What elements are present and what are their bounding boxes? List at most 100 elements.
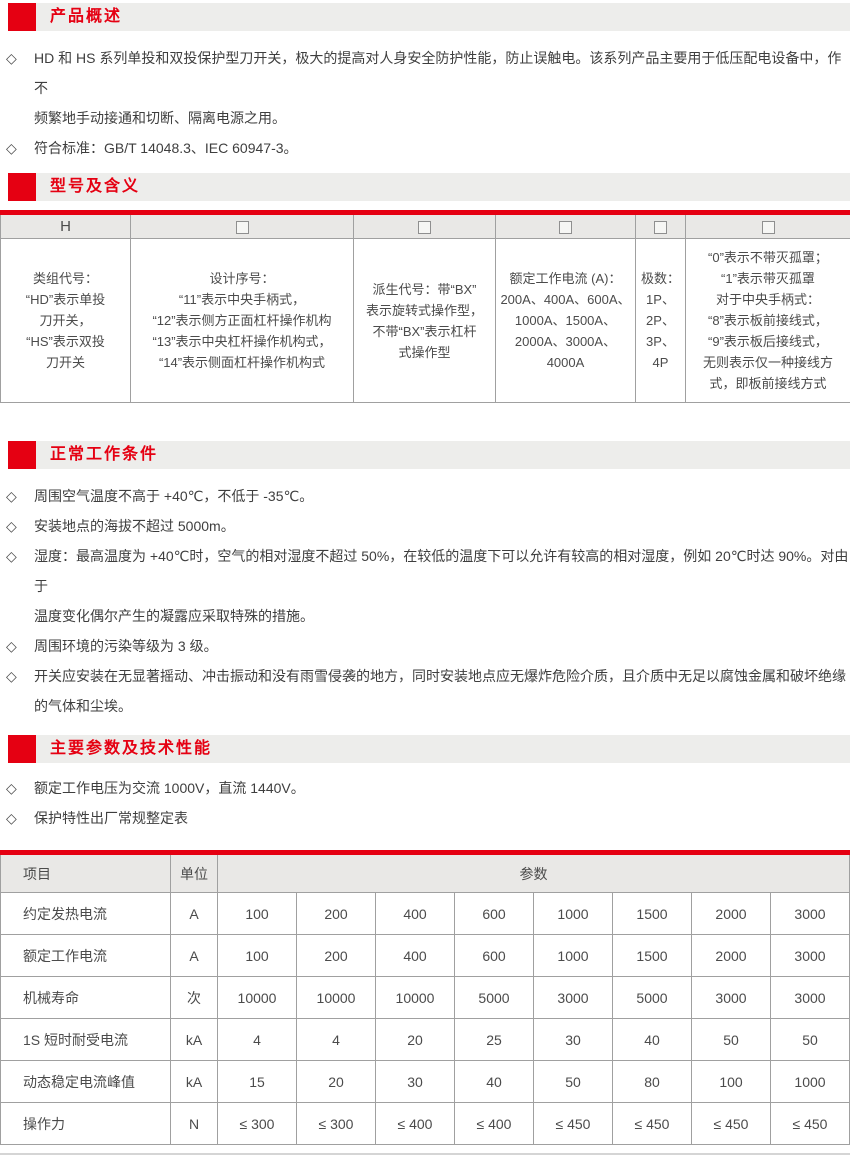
param-value-cell: 50 — [771, 1019, 850, 1061]
diamond-bullet-icon: ◇ — [6, 803, 17, 833]
model-table-cell: “0”表示不带灭孤罩； “1”表示带灭孤罩 对于中央手柄式： “8”表示板前接线… — [686, 239, 850, 403]
diamond-bullet-icon: ◇ — [6, 773, 17, 803]
param-value-cell: ≤ 450 — [534, 1103, 613, 1145]
conditions-bullet-list: ◇ 周围空气温度不高于 +40℃，不低于 -35℃。 ◇ 安装地点的海拔不超过 50… — [0, 481, 850, 721]
param-value-cell: 1000 — [771, 1061, 850, 1103]
param-value-cell: 1000 — [534, 935, 613, 977]
placeholder-box-icon — [762, 221, 775, 234]
model-table-cell: 额定工作电流 (A)： 200A、400A、600A、 1000A、1500A、… — [496, 239, 636, 403]
param-value-cell: ≤ 450 — [613, 1103, 692, 1145]
red-square-icon — [8, 3, 36, 31]
diamond-bullet-icon: ◇ — [6, 511, 17, 541]
param-unit-cell: 次 — [171, 977, 218, 1019]
param-value-cell: 30 — [534, 1019, 613, 1061]
param-value-cell: ≤ 300 — [218, 1103, 297, 1145]
param-item-cell: 1S 短时耐受电流 — [1, 1019, 171, 1061]
red-square-icon — [8, 735, 36, 763]
param-value-cell: 4 — [297, 1019, 376, 1061]
section-header-model: 型号及含义 — [8, 173, 850, 201]
param-unit-cell: N — [171, 1103, 218, 1145]
model-header-cell — [686, 213, 850, 239]
params-header-params: 参数 — [218, 853, 850, 893]
model-table-cell: 类组代号： “HD”表示单投 刀开关， “HS”表示双投 刀开关 — [1, 239, 131, 403]
param-value-cell: 600 — [455, 935, 534, 977]
model-table-cell: 极数： 1P、 2P、 3P、 4P — [636, 239, 686, 403]
param-unit-cell: kA — [171, 1061, 218, 1103]
param-value-cell: 5000 — [613, 977, 692, 1019]
param-value-cell: 600 — [455, 893, 534, 935]
table-row: 操作力 N ≤ 300 ≤ 300 ≤ 400 ≤ 400 ≤ 450 ≤ 45… — [1, 1103, 850, 1145]
condition-bullet: ◇ 开关应安装在无显著摇动、冲击振动和没有雨雪侵袭的地方，同时安装地点应无爆炸危险… — [0, 661, 850, 721]
param-value-cell: 1500 — [613, 893, 692, 935]
placeholder-box-icon — [418, 221, 431, 234]
param-value-cell: 2000 — [692, 893, 771, 935]
param-value-cell: 400 — [376, 893, 455, 935]
param-value-cell: 100 — [218, 935, 297, 977]
param-value-cell: 100 — [218, 893, 297, 935]
param-value-cell: 40 — [613, 1019, 692, 1061]
parameters-table: 项目 单位 参数 约定发热电流 A 100 200 400 600 1000 1… — [0, 850, 850, 1145]
model-table-body-row: 类组代号： “HD”表示单投 刀开关， “HS”表示双投 刀开关 设计序号： “… — [1, 239, 850, 403]
bullet-text: 湿度：最高温度为 +40℃时，空气的相对湿度不超过 50%，在较低的温度下可以允… — [34, 548, 848, 624]
param-value-cell: ≤ 450 — [692, 1103, 771, 1145]
model-header-cell — [354, 213, 496, 239]
param-value-cell: 50 — [534, 1061, 613, 1103]
bullet-text: 周围空气温度不高于 +40℃，不低于 -35℃。 — [34, 488, 313, 504]
parameter-bullet: ◇ 额定工作电压为交流 1000V，直流 1440V。 — [0, 773, 850, 803]
parameters-bullet-list: ◇ 额定工作电压为交流 1000V，直流 1440V。 ◇ 保护特性出厂常规整定表 — [0, 773, 850, 833]
red-square-icon — [8, 441, 36, 469]
params-header-item: 项目 — [1, 853, 171, 893]
param-value-cell: ≤ 300 — [297, 1103, 376, 1145]
param-item-cell: 操作力 — [1, 1103, 171, 1145]
condition-bullet: ◇周围环境的污染等级为 3 级。 — [0, 631, 850, 661]
model-designation-table: H 类组代号： “HD”表示单投 刀开关， “HS”表示双投 刀开关 设计序号：… — [0, 210, 850, 403]
param-value-cell: 10000 — [297, 977, 376, 1019]
section-header-conditions: 正常工作条件 — [8, 441, 850, 469]
diamond-bullet-icon: ◇ — [6, 541, 17, 571]
red-square-icon — [8, 173, 36, 201]
table-row: 额定工作电流 A 100 200 400 600 1000 1500 2000 … — [1, 935, 850, 977]
condition-bullet: ◇ 湿度：最高温度为 +40℃时，空气的相对湿度不超过 50%，在较低的温度下可以… — [0, 541, 850, 631]
table-row: 1S 短时耐受电流 kA 4 4 20 25 30 40 50 50 — [1, 1019, 850, 1061]
param-value-cell: 40 — [455, 1061, 534, 1103]
bullet-text: 安装地点的海拔不超过 5000m。 — [34, 518, 235, 534]
param-value-cell: 15 — [218, 1061, 297, 1103]
table-row: 机械寿命 次 10000 10000 10000 5000 3000 5000 … — [1, 977, 850, 1019]
table-row: 动态稳定电流峰值 kA 15 20 30 40 50 80 100 1000 — [1, 1061, 850, 1103]
model-header-cell — [131, 213, 354, 239]
param-value-cell: 100 — [692, 1061, 771, 1103]
param-value-cell: 3000 — [692, 977, 771, 1019]
model-header-cell: H — [1, 213, 131, 239]
params-table-header-row: 项目 单位 参数 — [1, 853, 850, 893]
placeholder-box-icon — [236, 221, 249, 234]
bullet-text: 周围环境的污染等级为 3 级。 — [34, 638, 218, 654]
param-value-cell: 1000 — [534, 893, 613, 935]
parameter-bullet: ◇ 保护特性出厂常规整定表 — [0, 803, 850, 833]
param-value-cell: ≤ 400 — [455, 1103, 534, 1145]
param-value-cell: 5000 — [455, 977, 534, 1019]
param-item-cell: 额定工作电流 — [1, 935, 171, 977]
model-table-cell: 设计序号： “11”表示中央手柄式， “12”表示侧方正面杠杆操作机构 “13”… — [131, 239, 354, 403]
placeholder-box-icon — [654, 221, 667, 234]
overview-bullet: ◇ 符合标准：GB/T 14048.3、IEC 60947-3。 — [0, 133, 850, 163]
table-row: 约定发热电流 A 100 200 400 600 1000 1500 2000 … — [1, 893, 850, 935]
bullet-text: 额定工作电压为交流 1000V，直流 1440V。 — [34, 780, 305, 796]
param-value-cell: 3000 — [771, 893, 850, 935]
param-unit-cell: A — [171, 935, 218, 977]
bullet-text: 符合标准：GB/T 14048.3、IEC 60947-3。 — [34, 140, 298, 156]
model-table-header-row: H — [1, 213, 850, 239]
param-value-cell: 200 — [297, 935, 376, 977]
param-item-cell: 机械寿命 — [1, 977, 171, 1019]
param-value-cell: 30 — [376, 1061, 455, 1103]
diamond-bullet-icon: ◇ — [6, 661, 17, 691]
placeholder-box-icon — [559, 221, 572, 234]
param-value-cell: ≤ 450 — [771, 1103, 850, 1145]
param-value-cell: 400 — [376, 935, 455, 977]
param-value-cell: 3000 — [771, 935, 850, 977]
bullet-text: 保护特性出厂常规整定表 — [34, 810, 188, 826]
bullet-text: 开关应安装在无显著摇动、冲击振动和没有雨雪侵袭的地方，同时安装地点应无爆炸危险介… — [34, 668, 846, 714]
diamond-bullet-icon: ◇ — [6, 133, 17, 163]
param-item-cell: 约定发热电流 — [1, 893, 171, 935]
model-header-cell — [636, 213, 686, 239]
param-value-cell: 2000 — [692, 935, 771, 977]
